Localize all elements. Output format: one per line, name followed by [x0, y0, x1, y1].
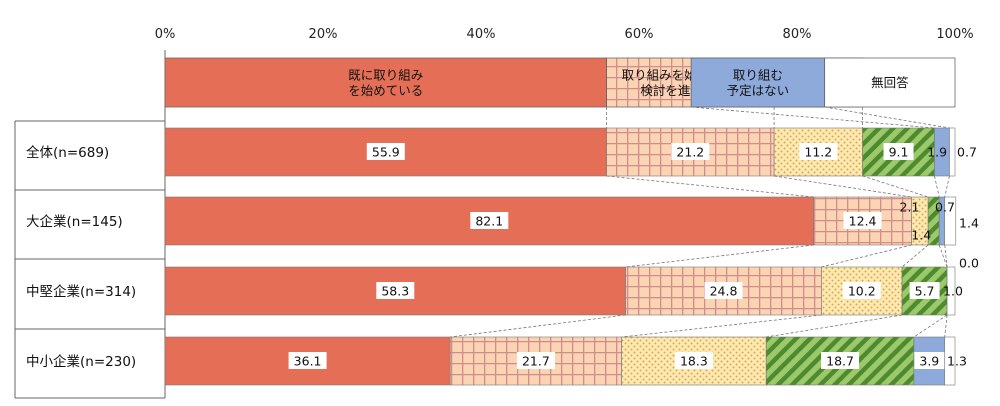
data-label: 82.1 [470, 212, 509, 229]
legend-swatch-no-plan [690, 57, 826, 108]
svg-text:18.7: 18.7 [826, 354, 854, 369]
connector-line [913, 314, 948, 338]
x-tick-label: 100% [936, 27, 973, 42]
data-label: 36.1 [288, 352, 327, 369]
data-label: 18.3 [674, 352, 713, 369]
data-label: 11.2 [799, 143, 838, 160]
legend-swatch-no-answer [824, 57, 956, 108]
bar-segment-no-answer [949, 127, 956, 177]
legend-label-no-answer: 無回答 [871, 75, 909, 90]
data-label: 58.3 [376, 282, 415, 299]
svg-text:5.7: 5.7 [915, 284, 935, 299]
data-label: 21.2 [671, 143, 710, 160]
legend-swatch-started [164, 57, 608, 108]
connector-line [862, 175, 929, 198]
bar-segment-no-answer [946, 266, 956, 316]
bar-segment-started [164, 127, 607, 177]
connector-line [606, 175, 814, 198]
data-label: 55.9 [366, 143, 405, 160]
svg-text:1.3: 1.3 [947, 354, 967, 369]
svg-text:12.4: 12.4 [849, 214, 877, 229]
svg-text:0.0: 0.0 [959, 256, 979, 271]
connector-line [934, 175, 940, 198]
data-label: 0.7 [935, 200, 955, 215]
connector-line [774, 175, 912, 198]
data-label: 10.2 [842, 282, 881, 299]
svg-text:24.8: 24.8 [710, 284, 738, 299]
category-label: 大企業(n=145) [26, 213, 123, 230]
legend-label-started: 既に取り組みを始めている [348, 67, 423, 98]
x-tick-label: 80% [783, 27, 812, 42]
connector-line [944, 244, 948, 268]
legend-label-no-plan: 取り組む予定はない [727, 67, 790, 98]
svg-text:18.3: 18.3 [680, 354, 708, 369]
category-label: 全体(n=689) [26, 144, 109, 161]
svg-text:0.7: 0.7 [957, 145, 977, 160]
svg-text:36.1: 36.1 [294, 354, 322, 369]
category-label: 中小企業(n=230) [26, 353, 136, 370]
x-tick-label: 60% [625, 27, 654, 42]
svg-text:1.9: 1.9 [927, 145, 947, 160]
connector-line [621, 314, 822, 338]
data-label: 1.0 [943, 284, 963, 299]
svg-text:2.1: 2.1 [900, 200, 920, 215]
category-label: 中堅企業(n=314) [26, 283, 136, 300]
svg-text:82.1: 82.1 [475, 214, 503, 229]
connector-line [450, 314, 626, 338]
connector-line [766, 314, 903, 338]
data-label: 1.4 [959, 216, 979, 231]
connector-line [821, 244, 912, 268]
svg-text:58.3: 58.3 [381, 284, 409, 299]
connector-line [901, 244, 929, 268]
connector-line [944, 314, 948, 338]
bar-segment-no-answer [944, 336, 956, 386]
data-label: 1.4 [911, 228, 931, 243]
data-label: 5.7 [909, 282, 940, 299]
svg-text:21.2: 21.2 [676, 145, 704, 160]
svg-text:1.0: 1.0 [943, 284, 963, 299]
svg-text:9.1: 9.1 [889, 145, 909, 160]
bar-segment-no-answer [944, 196, 957, 246]
svg-text:55.9: 55.9 [372, 145, 400, 160]
svg-text:11.2: 11.2 [804, 145, 832, 160]
connector-line [938, 244, 948, 268]
data-label: 2.1 [900, 200, 920, 215]
svg-text:21.7: 21.7 [522, 354, 550, 369]
x-tick-label: 0% [155, 27, 176, 42]
svg-text:1.4: 1.4 [911, 228, 931, 243]
data-label: 9.1 [883, 143, 914, 160]
svg-text:3.9: 3.9 [919, 354, 939, 369]
data-label: 0.0 [959, 256, 979, 271]
x-tick-label: 20% [309, 27, 338, 42]
x-tick-label: 40% [467, 27, 496, 42]
connector-line [944, 175, 950, 198]
data-label: 12.4 [843, 212, 882, 229]
connector-line [691, 106, 935, 129]
data-label: 18.7 [821, 352, 860, 369]
svg-text:10.2: 10.2 [848, 284, 876, 299]
connector-line [824, 106, 950, 129]
connector-line [625, 244, 814, 268]
data-label: 21.7 [516, 352, 555, 369]
data-label: 0.7 [957, 145, 977, 160]
data-label: 3.9 [914, 352, 945, 369]
svg-text:0.7: 0.7 [935, 200, 955, 215]
data-label: 1.9 [927, 145, 947, 160]
svg-text:1.4: 1.4 [959, 216, 979, 231]
data-label: 1.3 [947, 354, 967, 369]
data-label: 24.8 [704, 282, 743, 299]
